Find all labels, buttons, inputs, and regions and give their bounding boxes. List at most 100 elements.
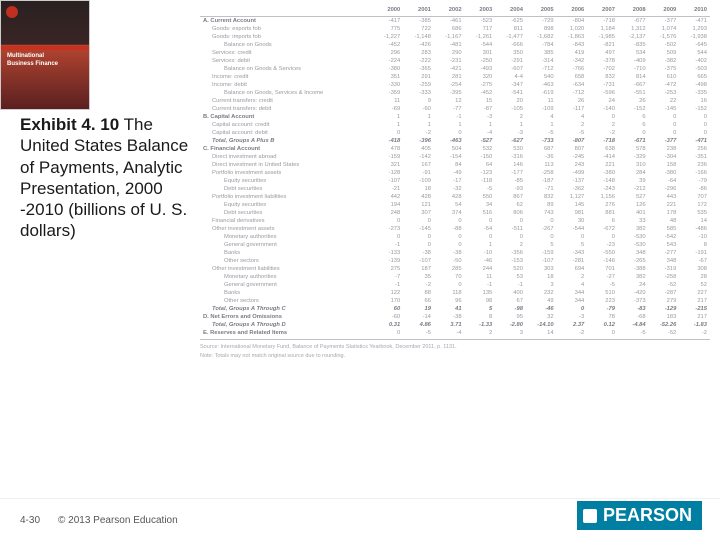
table-cell: 0 xyxy=(679,113,710,121)
table-cell: 0 xyxy=(434,281,465,289)
table-cell: -342 xyxy=(557,57,588,65)
table-cell: -275 xyxy=(465,81,496,89)
table-cell: 0 xyxy=(679,121,710,129)
table-cell: -671 xyxy=(618,137,649,145)
table-cell: -277 xyxy=(649,249,680,257)
column-header-year: 2008 xyxy=(618,6,649,17)
table-cell: -68 xyxy=(618,313,649,321)
table-cell: -452 xyxy=(373,41,404,49)
table-cell: 550 xyxy=(465,193,496,201)
table-cell: -486 xyxy=(679,225,710,233)
table-cell: 2 xyxy=(495,241,526,249)
table-cell: 8 xyxy=(465,313,496,321)
table-cell: 419 xyxy=(557,49,588,57)
table-row: Balance on Goods & Services-380-365-421-… xyxy=(200,65,710,73)
table-cell: -314 xyxy=(526,57,557,65)
table-cell: 0 xyxy=(618,129,649,137)
table-cell: -212 xyxy=(618,185,649,193)
table-cell: -1,477 xyxy=(495,33,526,41)
table-cell: -377 xyxy=(649,137,680,145)
table-cell: -634 xyxy=(557,81,588,89)
table-row: Services: credit296283290301350385419497… xyxy=(200,49,710,57)
row-label: Banks xyxy=(200,289,373,297)
table-row: C. Financial Account47840550453253068780… xyxy=(200,145,710,153)
table-cell: -10 xyxy=(465,249,496,257)
table-cell: 2 xyxy=(587,121,618,129)
table-cell: 532 xyxy=(465,145,496,153)
table-cell: 0 xyxy=(373,217,404,225)
table-cell: -291 xyxy=(495,57,526,65)
table-cell: -154 xyxy=(434,153,465,161)
table-cell: 227 xyxy=(679,289,710,297)
table-cell: 60 xyxy=(373,305,404,313)
table-cell: -625 xyxy=(495,17,526,26)
table-cell: 1,156 xyxy=(587,193,618,201)
table-cell: 70 xyxy=(434,273,465,281)
table-cell: -596 xyxy=(587,89,618,97)
table-cell: 194 xyxy=(373,201,404,209)
row-label: Equity securities xyxy=(200,201,373,209)
table-cell: -107 xyxy=(526,257,557,265)
table-cell: -10 xyxy=(679,233,710,241)
table-cell: -258 xyxy=(649,273,680,281)
table-cell: 1 xyxy=(403,121,434,129)
table-cell: -296 xyxy=(649,185,680,193)
table-cell: 1 xyxy=(434,121,465,129)
table-cell: -107 xyxy=(403,257,434,265)
table-cell: 348 xyxy=(649,257,680,265)
table-cell: 585 xyxy=(649,225,680,233)
table-cell: 1,312 xyxy=(618,25,649,33)
table-cell: -187 xyxy=(526,177,557,185)
table-row: Banks-133-38-38-10-356-159-343-550348-27… xyxy=(200,249,710,257)
table-cell: 285 xyxy=(434,265,465,273)
table-cell: 0 xyxy=(434,233,465,241)
table-cell: 707 xyxy=(679,193,710,201)
table-row: Portfolio investment liabilities44242842… xyxy=(200,193,710,201)
table-cell: -3 xyxy=(495,129,526,137)
table-cell: -527 xyxy=(465,137,496,145)
table-cell: -731 xyxy=(587,81,618,89)
table-cell: -666 xyxy=(495,41,526,49)
table-cell: -530 xyxy=(618,233,649,241)
table-cell: -91 xyxy=(403,169,434,177)
table-cell: 2 xyxy=(557,273,588,281)
table-cell: 64 xyxy=(465,161,496,169)
table-cell: 0 xyxy=(403,217,434,225)
row-label: Total, Groups A Plus B xyxy=(200,137,373,145)
table-cell: 67 xyxy=(495,297,526,305)
table-row: Other sectors-139-107-50-46-153-107-281-… xyxy=(200,257,710,265)
table-cell: 400 xyxy=(495,289,526,297)
table-cell: 49 xyxy=(526,297,557,305)
table-cell: 248 xyxy=(373,209,404,217)
table-cell: 350 xyxy=(495,49,526,57)
table-cell: 34 xyxy=(465,201,496,209)
table-cell: 284 xyxy=(618,169,649,177)
table-cell: -544 xyxy=(557,225,588,233)
table-cell: 84 xyxy=(434,161,465,169)
table-cell: 256 xyxy=(679,145,710,153)
table-cell: 3 xyxy=(495,329,526,337)
table-cell: 578 xyxy=(618,145,649,153)
table-cell: 509 xyxy=(649,49,680,57)
row-label: Other sectors xyxy=(200,257,373,265)
column-header-year: 2004 xyxy=(495,6,526,17)
table-cell: -32 xyxy=(434,185,465,193)
table-cell: 135 xyxy=(465,289,496,297)
table-cell: 1 xyxy=(495,121,526,129)
row-label: Other sectors xyxy=(200,297,373,305)
table-cell: 11 xyxy=(373,97,404,105)
table-cell: 1 xyxy=(403,113,434,121)
table-cell: -50 xyxy=(434,257,465,265)
table-cell: -259 xyxy=(403,81,434,89)
table-cell: 527 xyxy=(618,193,649,201)
table-cell: 442 xyxy=(373,193,404,201)
table-cell: -146 xyxy=(587,257,618,265)
table-cell: 385 xyxy=(526,49,557,57)
table-cell: 351 xyxy=(373,73,404,81)
table-cell: 0 xyxy=(587,233,618,241)
table-cell: 0 xyxy=(587,113,618,121)
table-cell: -1 xyxy=(373,241,404,249)
table-cell: 1 xyxy=(465,241,496,249)
table-cell: 126 xyxy=(618,201,649,209)
table-cell: -418 xyxy=(373,137,404,145)
